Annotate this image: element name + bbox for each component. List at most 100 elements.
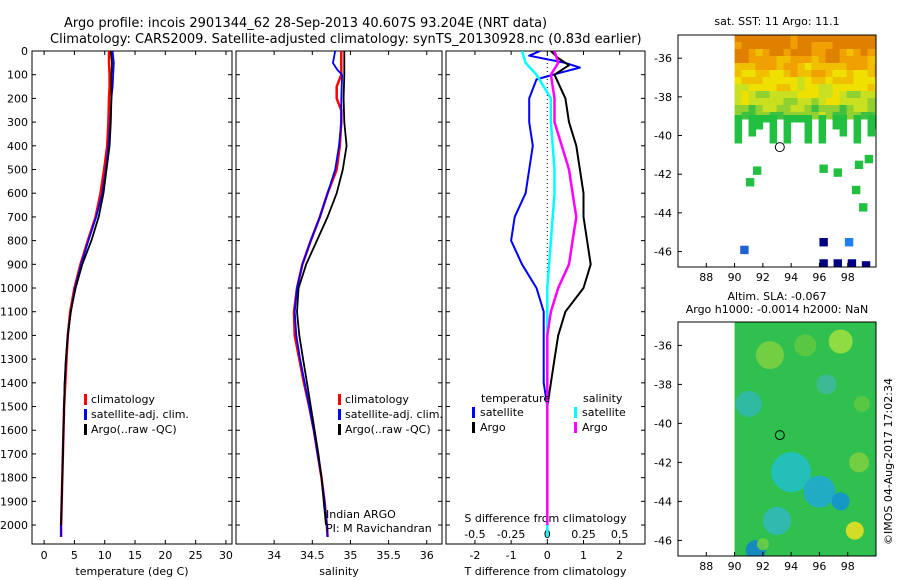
legend-label: satellite: [582, 406, 626, 419]
sst-cell: [769, 129, 778, 137]
sst-cell: [846, 84, 855, 92]
plot-frame-0: [31, 50, 233, 545]
sst-cell: [748, 98, 757, 106]
sst-cell: [776, 63, 785, 71]
map-y-tick-label: -40: [654, 130, 672, 143]
map-y-tick-label: -44: [654, 207, 672, 220]
sst-cell: [839, 49, 848, 57]
sst-cell: [762, 70, 771, 78]
sst-cell: [734, 115, 743, 123]
sst-cell: [832, 84, 841, 92]
sst-cell: [755, 56, 764, 64]
sst-cell: [769, 56, 778, 64]
sst-cell: [783, 98, 792, 106]
map-x-tick-label: 94: [784, 560, 798, 573]
sst-cell: [776, 112, 785, 120]
x-tick-label: 36: [420, 549, 434, 562]
sst-cell: [811, 98, 820, 106]
sst-cell: [825, 70, 834, 78]
sst-cell: [755, 77, 764, 85]
x-tick-label: 10: [98, 549, 112, 562]
sst-cell: [755, 91, 764, 99]
sla-blob: [803, 475, 836, 508]
map-frame: [677, 321, 877, 557]
sst-cell: [734, 122, 743, 130]
legend-swatch: [574, 422, 577, 433]
sst-cell: [783, 91, 792, 99]
sst-cell: [797, 84, 806, 92]
y-tick-label: 2000: [0, 519, 28, 532]
sst-cell: [783, 42, 792, 50]
sst-cell: [769, 115, 778, 123]
sst-cell: [819, 164, 828, 173]
x-tick-label-salinity: -0.25: [497, 528, 525, 541]
legend-label: climatology: [91, 393, 155, 406]
sst-cell: [804, 70, 813, 78]
legend-label: Argo(..raw -QC): [91, 423, 177, 436]
sst-cell: [846, 98, 855, 106]
sst-cell: [762, 49, 771, 57]
sst-cell: [853, 98, 862, 106]
sst-cell: [741, 98, 750, 106]
sst-cell: [783, 63, 792, 71]
sst-cell: [846, 49, 855, 57]
sst-cell: [832, 56, 841, 64]
sst-cell: [853, 129, 862, 137]
sst-cell: [818, 56, 827, 64]
map-y-tick-label: -42: [654, 168, 672, 181]
map-y-tick-label: -44: [654, 495, 672, 508]
sst-cell: [861, 261, 871, 267]
sst-cell: [804, 35, 813, 43]
sst-cell: [874, 115, 876, 123]
sst-cell: [853, 77, 862, 85]
sst-cell: [783, 136, 792, 144]
legend-swatch: [84, 409, 87, 420]
sst-cell: [741, 63, 750, 71]
sst-cell: [853, 122, 862, 130]
sst-cell: [846, 35, 855, 43]
legend-swatch: [338, 424, 341, 435]
sla-base: [734, 322, 876, 556]
sst-cell: [748, 122, 757, 130]
sst-cell: [783, 56, 792, 64]
sst-cell: [832, 35, 841, 43]
sst-cell: [769, 122, 778, 130]
sst-cell: [818, 77, 827, 85]
sst-cell: [734, 35, 743, 43]
sst-cell: [825, 84, 834, 92]
sla-blob: [849, 452, 870, 473]
sst-cell: [804, 42, 813, 50]
series-line-satellite: [510, 51, 581, 525]
sst-cell: [790, 98, 799, 106]
sst-cell: [783, 77, 792, 85]
sst-cell: [833, 259, 842, 267]
sst-cell: [867, 35, 876, 43]
sst-cell: [867, 49, 876, 57]
x-tick-label-salinity: -0.5: [464, 528, 485, 541]
sla-blob: [831, 492, 850, 511]
x-tick-label-salinity: 0.25: [571, 528, 596, 541]
sst-cell: [874, 42, 876, 50]
sst-cell: [825, 35, 834, 43]
y-tick-label: 1500: [0, 401, 28, 414]
sst-cell: [832, 115, 841, 123]
sst-cell: [797, 91, 806, 99]
sst-cell: [755, 49, 764, 57]
sst-cell: [748, 77, 757, 85]
sst-cell: [825, 42, 834, 50]
sst-cell: [874, 35, 876, 43]
sst-cell: [755, 122, 764, 130]
sst-cell: [741, 84, 750, 92]
sst-cell: [790, 84, 799, 92]
sst-cell: [864, 154, 874, 164]
sst-cell: [818, 63, 827, 71]
sst-cell: [776, 49, 785, 57]
figure-title-line2: Climatology: CARS2009. Satellite-adjuste…: [50, 32, 642, 47]
sst-cell: [804, 98, 813, 106]
legend-label: Argo: [582, 421, 608, 434]
sst-cell: [818, 49, 827, 57]
y-tick-label: 500: [7, 164, 28, 177]
sst-cell: [860, 77, 869, 85]
y-tick-label: 1800: [0, 472, 28, 485]
sst-cell: [734, 56, 743, 64]
